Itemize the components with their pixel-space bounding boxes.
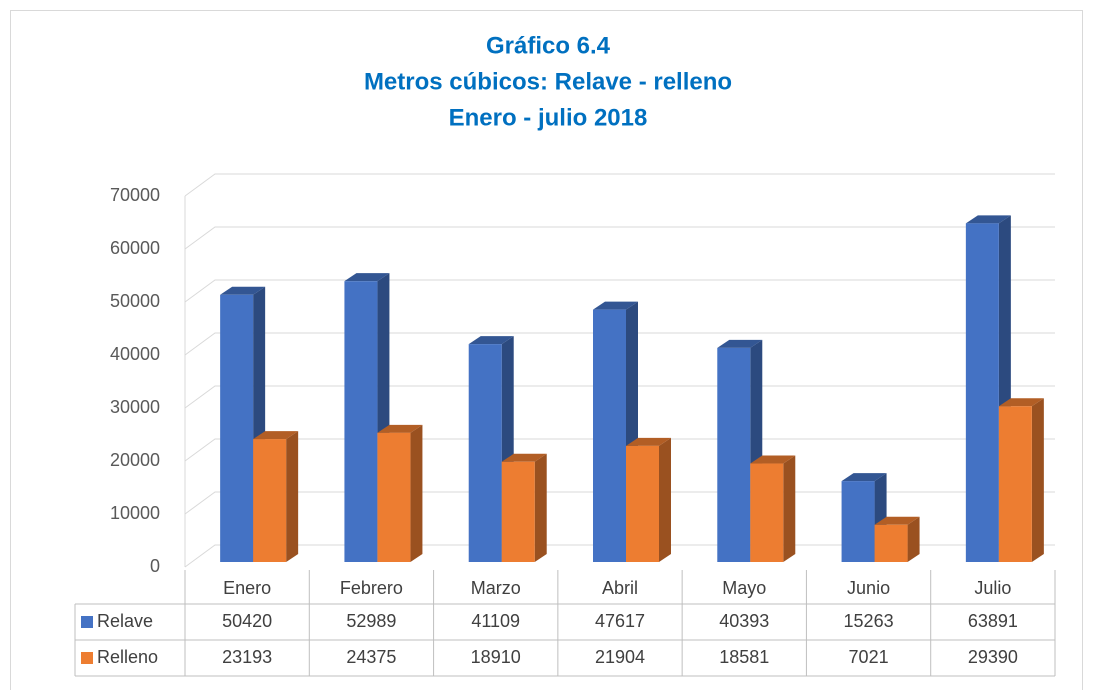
bar [841,481,875,562]
table-value: 50420 [222,611,272,631]
bar-side [286,431,299,562]
table-value: 7021 [849,647,889,667]
bar [344,281,378,562]
y-tick-label: 40000 [110,344,160,364]
bar [501,461,535,562]
bar-side [534,453,547,562]
bar-top [253,431,299,440]
table-value: 21904 [595,647,645,667]
y-tick-label: 30000 [110,397,160,417]
grid-line [184,173,1055,197]
table-value: 24375 [346,647,396,667]
legend-label: Relleno [97,647,158,667]
bar [717,347,751,562]
bar-top [344,273,390,282]
legend-label: Relave [97,611,153,631]
bar-top [998,398,1044,407]
bar [468,344,502,562]
table-value: 15263 [844,611,894,631]
chart-frame [10,10,1083,695]
grid-line [184,332,1055,356]
table-value: 52989 [346,611,396,631]
grid-line [184,438,1055,462]
chart-title: Gráfico 6.4 [486,32,611,59]
x-tick-label: Marzo [471,578,521,598]
bar [965,223,999,563]
chart-title: Metros cúbicos: Relave - relleno [364,68,732,95]
chart-title: Enero - julio 2018 [449,104,648,131]
table-value: 18910 [471,647,521,667]
y-tick-label: 60000 [110,238,160,258]
y-tick-label: 0 [150,556,160,576]
bar-top [841,473,887,482]
bar-top [468,336,514,345]
legend-swatch [81,616,93,628]
x-tick-label: Abril [602,578,638,598]
bar-top [593,301,638,310]
bar [377,432,411,562]
grid-line [184,279,1055,303]
bar [998,406,1032,562]
y-tick-label: 50000 [110,291,160,311]
bar-top [220,286,266,295]
bar-top [965,215,1011,224]
bar-side [659,437,671,562]
bar-side [783,455,796,562]
bar [220,294,254,562]
table-value: 23193 [222,647,272,667]
y-tick-label: 10000 [110,503,160,523]
bar-top [377,424,423,433]
bar-top [626,437,671,446]
x-tick-label: Junio [847,578,890,598]
bar [874,524,908,562]
bar-side [1031,398,1044,562]
bar-top [750,455,796,464]
bar-side [907,516,920,562]
grid-line [184,226,1055,250]
table-value: 41109 [471,611,520,631]
table-value: 18581 [719,647,769,667]
bar [626,445,659,562]
bar [750,463,784,562]
x-tick-label: Febrero [340,578,403,598]
bar [253,439,287,562]
bar-top [717,339,763,348]
y-tick-label: 70000 [110,185,160,205]
bar-side [410,424,423,562]
x-tick-label: Julio [974,578,1011,598]
legend-swatch [81,652,93,664]
y-tick-label: 20000 [110,450,160,470]
table-value: 63891 [968,611,1018,631]
x-tick-label: Enero [223,578,271,598]
grid-line [184,385,1055,409]
x-tick-label: Mayo [722,578,766,598]
table-value: 47617 [595,611,645,631]
table-value: 29390 [968,647,1018,667]
bar-top [874,516,920,525]
bar-top [501,453,547,462]
table-value: 40393 [719,611,769,631]
bar [593,309,626,562]
